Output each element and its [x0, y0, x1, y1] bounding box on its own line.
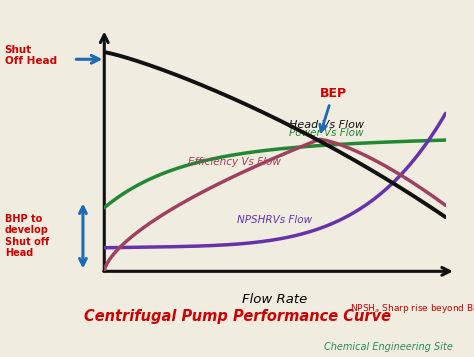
Text: NPSH$_a$ Sharp rise beyond BEP: NPSH$_a$ Sharp rise beyond BEP [350, 302, 474, 315]
Text: BEP: BEP [319, 87, 346, 131]
Text: Chemical Engineering Site: Chemical Engineering Site [324, 342, 453, 352]
Text: BHP to
develop
Shut off
Head: BHP to develop Shut off Head [5, 213, 49, 258]
Text: Head Vs Flow: Head Vs Flow [289, 120, 364, 130]
Text: Flow Rate: Flow Rate [242, 292, 308, 306]
Text: Efficiency Vs Flow: Efficiency Vs Flow [188, 157, 281, 167]
Text: Centrifugal Pump Performance Curve: Centrifugal Pump Performance Curve [83, 309, 391, 324]
Text: Shut
Off Head: Shut Off Head [5, 45, 57, 66]
Text: NPSHRVs Flow: NPSHRVs Flow [237, 215, 312, 225]
Text: Power Vs Flow: Power Vs Flow [289, 128, 364, 138]
